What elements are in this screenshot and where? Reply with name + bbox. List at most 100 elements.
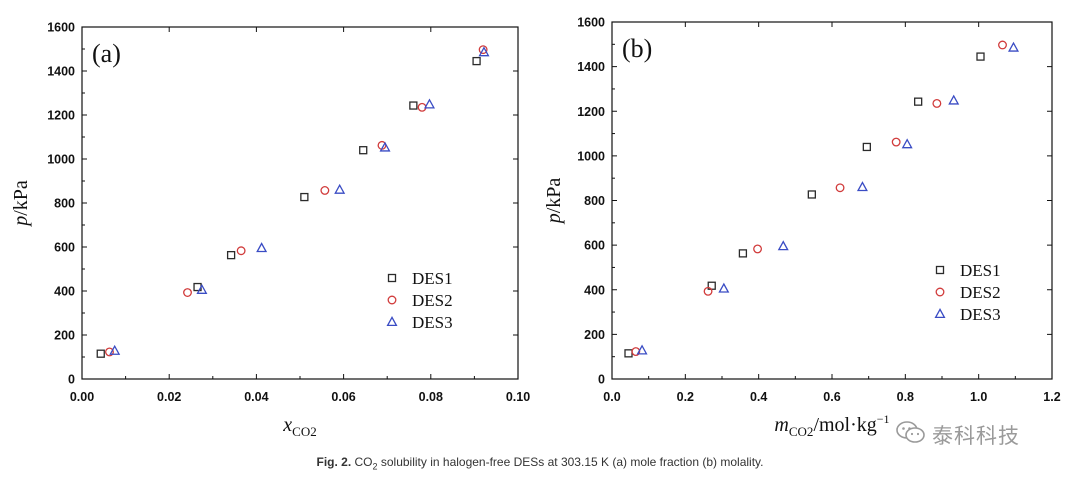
legend: DES1 DES2 DES3 (934, 261, 1001, 324)
x-tick-label: 0.00 (70, 390, 94, 404)
y-tick-label: 600 (54, 241, 75, 255)
data-point-des3 (379, 141, 391, 152)
y-tick-label: 400 (584, 283, 605, 297)
data-point-des3 (718, 282, 730, 293)
legend-label-des2: DES2 (960, 283, 1001, 302)
x-axis-label-var: x (282, 414, 292, 436)
y-axis-label: p/kPa (10, 180, 32, 228)
legend-marker-des2 (387, 295, 397, 305)
data-point-des3 (256, 242, 268, 253)
x-axis-label: mCO2/mol·kg−1 (774, 412, 889, 439)
y-tick-label: 1200 (577, 105, 605, 119)
y-tick-label: 200 (54, 329, 75, 343)
y-axis-label-var: p (543, 213, 565, 225)
y-tick-label: 1000 (47, 153, 75, 167)
data-point-des2 (703, 286, 713, 296)
caption-fig-label: Fig. 2. (316, 455, 352, 469)
x-tick-label: 0.4 (750, 390, 767, 404)
data-point-des1 (624, 349, 633, 358)
y-tick-label: 400 (54, 285, 75, 299)
data-point-des1 (359, 146, 368, 155)
figure-caption: Fig. 2. CO2 solubility in halogen-free D… (0, 455, 1080, 471)
caption-subscript: 2 (372, 461, 378, 472)
data-point-des2 (835, 183, 845, 193)
data-point-des2 (478, 45, 488, 55)
x-tick-label: 0.6 (823, 390, 840, 404)
y-tick-label: 0 (598, 373, 605, 387)
chart-panel-a: 0.00 0.02 0.04 0.06 0.08 0.10 0 200 400 600 800 100… (10, 21, 530, 440)
x-tick-label: 0.06 (331, 390, 355, 404)
series-des2 (631, 40, 1007, 357)
caption-text-before: CO (351, 455, 373, 469)
y-tick-label: 1000 (577, 149, 605, 163)
y-tick-label: 200 (584, 328, 605, 342)
legend-marker-des3 (386, 316, 398, 327)
legend-marker-des1 (387, 273, 397, 283)
data-point-des1 (976, 52, 985, 61)
data-point-des3 (423, 98, 435, 109)
y-axis-label: p/kPa (543, 178, 565, 226)
data-point-des1 (738, 249, 748, 258)
y-tick-label: 1200 (47, 109, 75, 123)
watermark-text: 泰科科技 (932, 424, 1020, 448)
series-des1 (624, 52, 985, 358)
caption-text-after: solubility in halogen-free DESs at 303.1… (377, 455, 764, 469)
plot-frame (611, 21, 1053, 380)
series-des1 (96, 56, 481, 358)
legend-label-des2: DES2 (412, 291, 453, 310)
wechat-icon (896, 420, 926, 451)
data-point-des2 (320, 186, 330, 195)
data-point-des2 (753, 244, 763, 254)
y-tick-label: 1400 (47, 65, 75, 79)
x-axis-label-subscript: CO2 (789, 424, 814, 439)
data-point-des2 (998, 40, 1007, 50)
x-tick-label: 0.0 (603, 390, 620, 404)
watermark: 泰科科技 (896, 420, 1020, 450)
x-tick-label: 0.02 (157, 390, 181, 404)
data-point-des2 (236, 246, 246, 256)
x-tick-label: 0.04 (244, 390, 268, 404)
y-axis-label-unit: /kPa (543, 178, 565, 214)
legend-marker-des2 (935, 287, 945, 297)
x-axis-label-superscript: −1 (877, 412, 890, 426)
x-axis-label: xCO2 (282, 414, 316, 439)
series-des3 (109, 46, 490, 355)
data-point-des1 (300, 192, 309, 202)
y-tick-label: 0 (68, 373, 75, 387)
data-point-des3 (478, 46, 490, 57)
legend-marker-des1 (935, 265, 945, 275)
data-point-des1 (409, 101, 418, 110)
data-point-des2 (932, 98, 942, 108)
data-point-des1 (472, 56, 481, 66)
data-point-des3 (856, 181, 868, 192)
y-tick-label: 1600 (577, 16, 605, 30)
data-point-des1 (862, 142, 871, 152)
x-axis-label-subscript: CO2 (292, 424, 317, 439)
data-point-des2 (105, 347, 114, 357)
data-point-des3 (196, 283, 208, 294)
x-tick-label: 1.0 (970, 390, 987, 404)
panel-label: (b) (622, 34, 652, 63)
x-tick-label: 0.08 (419, 390, 443, 404)
legend-label-des3: DES3 (412, 313, 453, 332)
x-tick-label: 0.2 (677, 390, 694, 404)
panel-label: (a) (92, 39, 121, 68)
legend: DES1 DES2 DES3 (386, 269, 453, 332)
data-point-des2 (183, 288, 192, 297)
data-point-des3 (901, 138, 913, 149)
y-tick-label: 800 (54, 197, 75, 211)
data-point-des3 (777, 240, 789, 251)
y-tick-label: 600 (584, 239, 605, 253)
y-axis-label-var: p (10, 216, 32, 228)
y-tick-label: 1600 (47, 21, 75, 35)
data-point-des1 (226, 250, 236, 260)
x-tick-label: 0.10 (506, 390, 530, 404)
data-point-des2 (891, 137, 901, 147)
data-point-des3 (636, 344, 648, 355)
x-axis-label-var: m (774, 414, 788, 436)
x-axis-label-unit: /mol·kg (813, 414, 876, 436)
data-point-des1 (96, 349, 105, 358)
chart-panel-b: 0.0 0.2 0.4 0.6 0.8 1.0 1.2 0 200 400 600 800 1000 12… (543, 16, 1061, 440)
y-tick-label: 800 (584, 194, 605, 208)
y-tick-label: 1400 (577, 60, 605, 74)
